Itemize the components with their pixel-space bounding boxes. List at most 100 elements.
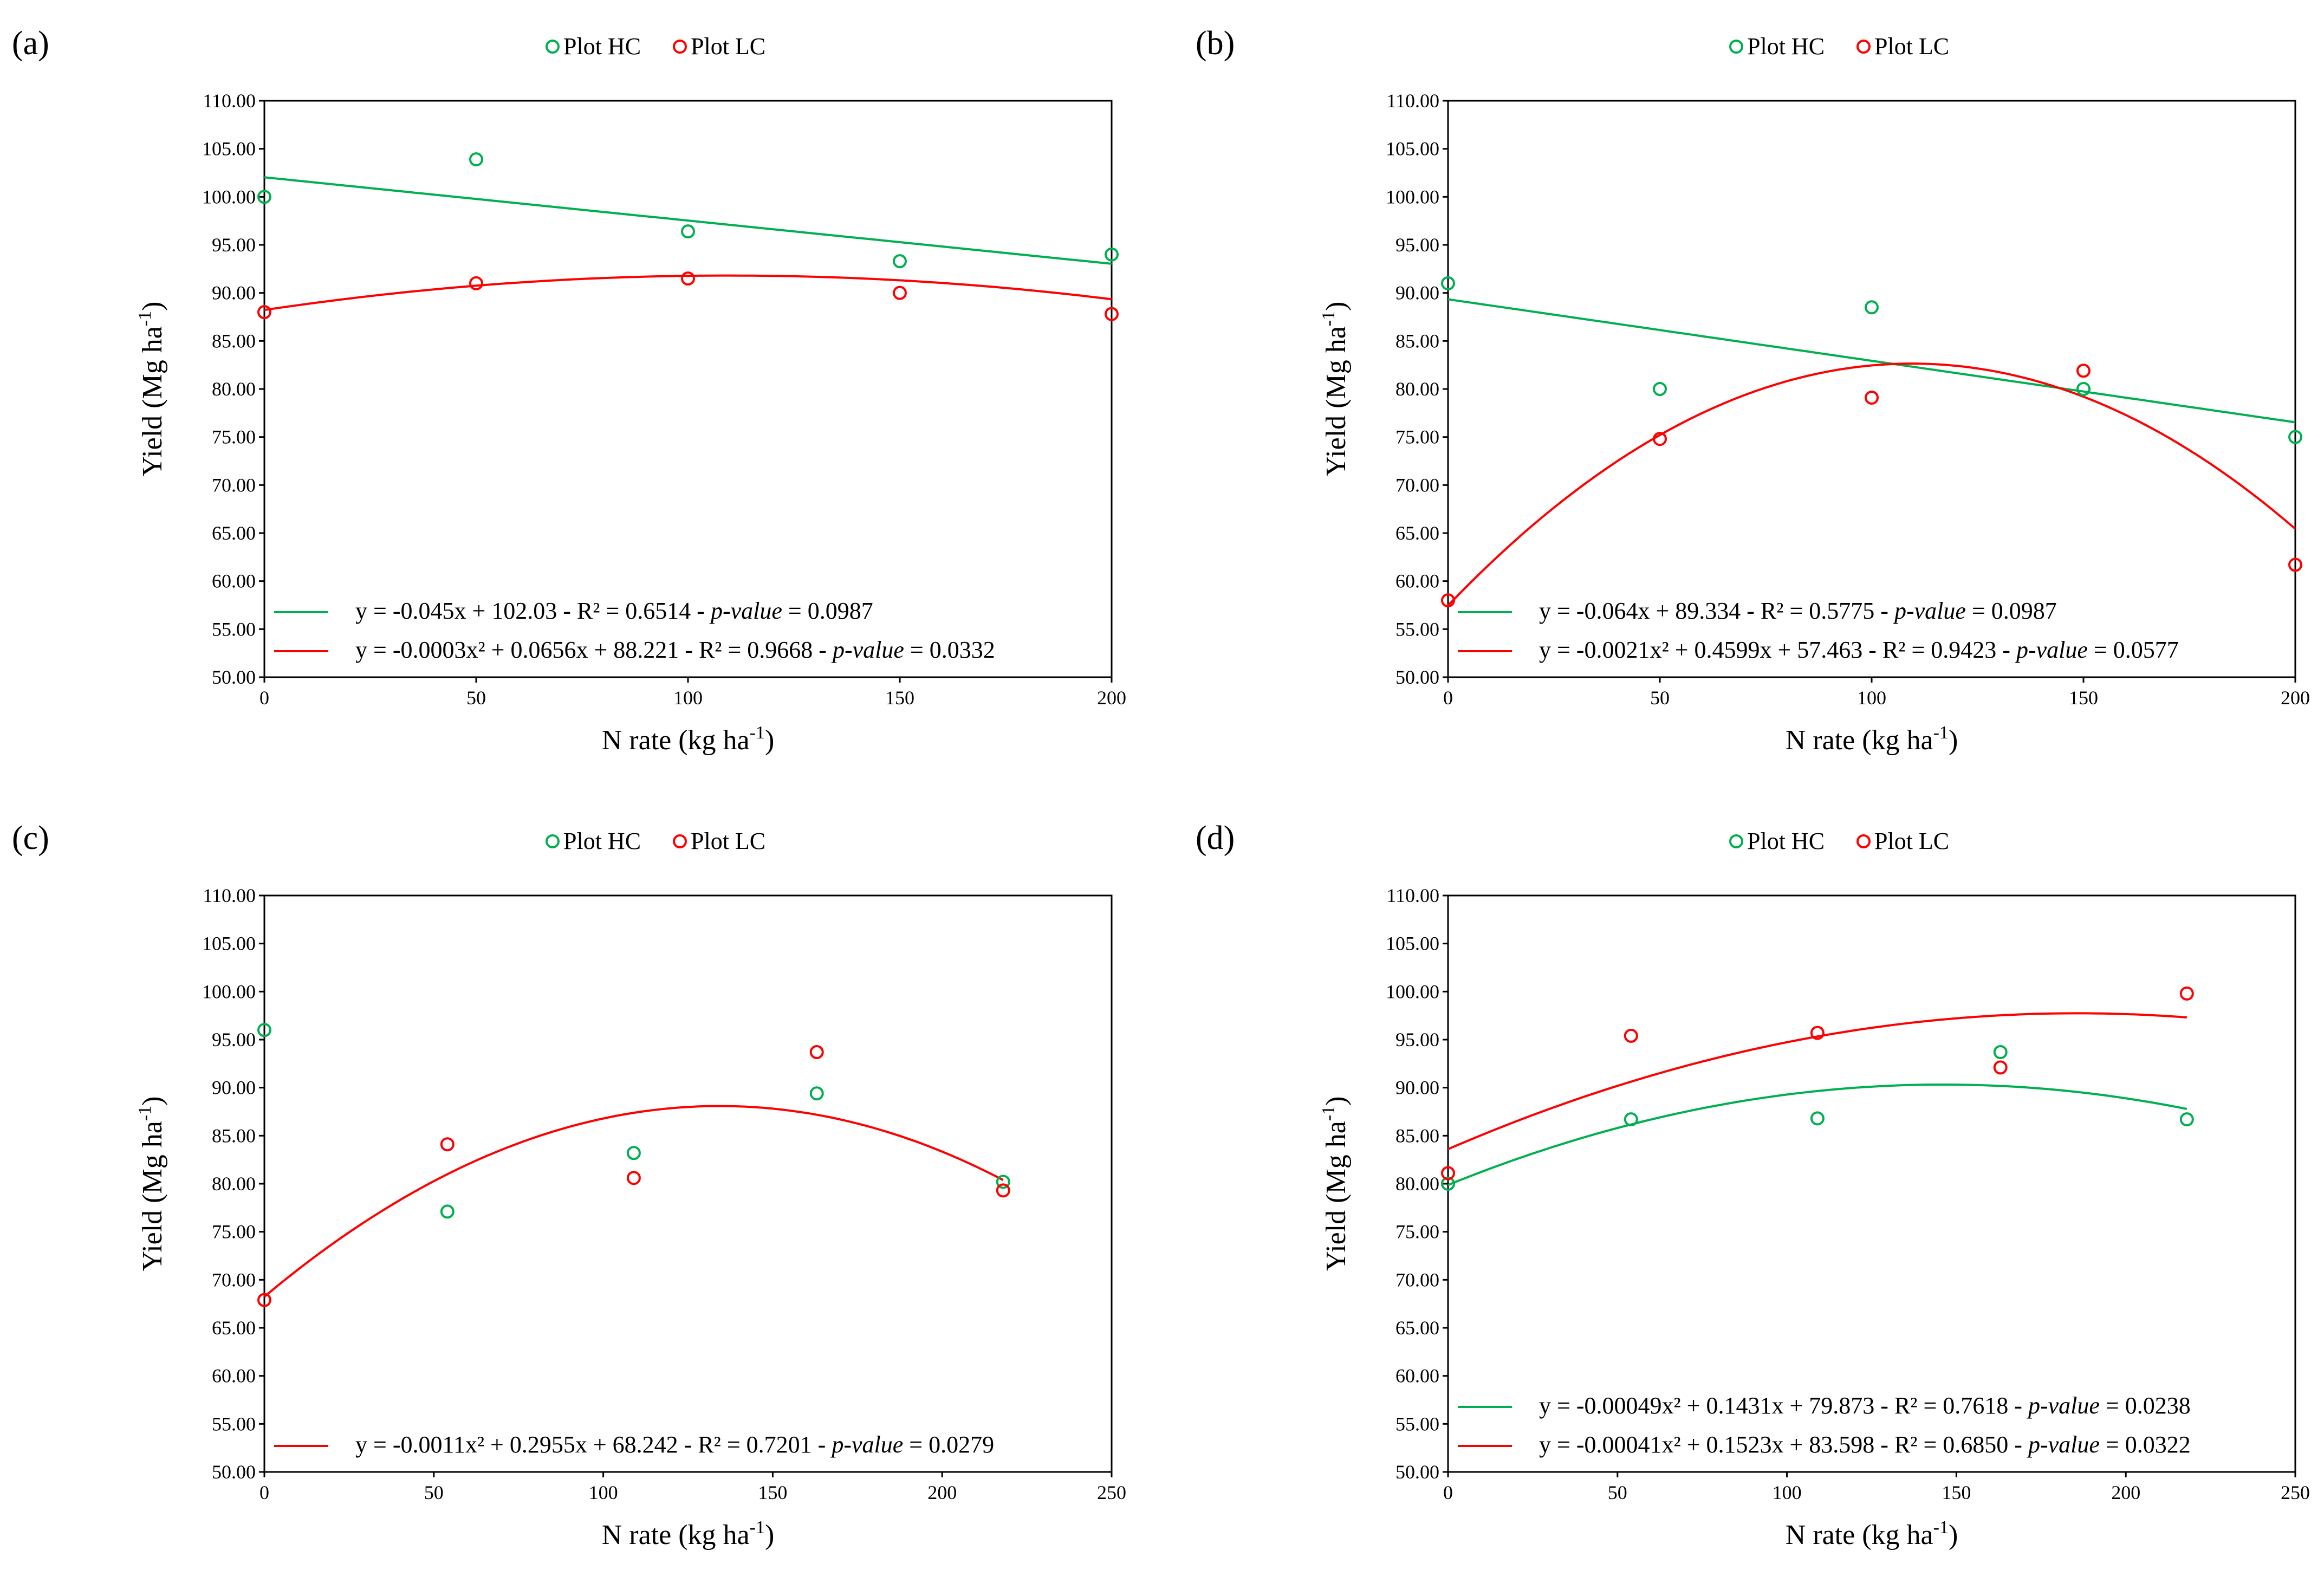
- x-tick-label: 150: [2069, 687, 2098, 709]
- equation-main: y = -0.0011x² + 0.2955x + 68.242 - R² = …: [355, 1431, 832, 1458]
- legend-label-lc: Plot LC: [1874, 828, 1949, 854]
- y-tick-label: 100.00: [202, 186, 256, 207]
- y-tick-label: 55.00: [212, 618, 256, 640]
- x-axis-title-sup: -1: [1933, 723, 1949, 743]
- y-tick-label: 50.00: [1395, 666, 1439, 688]
- x-tick-label: 150: [758, 1482, 787, 1503]
- x-tick-label: 50: [1608, 1482, 1627, 1503]
- y-tick-label: 110.00: [1386, 885, 1439, 906]
- legend-marker-lc: [673, 40, 687, 54]
- chart-panel-b: (b) Plot HC Plot LC 50.00 55.00 60.00 65.00 70.…: [1196, 25, 2310, 756]
- y-tick-label: 90.00: [1395, 1077, 1439, 1099]
- y-tick-label: 75.00: [1395, 1221, 1439, 1243]
- x-axis-title-sup: -1: [1933, 1517, 1949, 1537]
- y-tick-label: 60.00: [1395, 570, 1439, 592]
- x-axis-title-main: N rate (kg ha: [1786, 1520, 1933, 1550]
- y-tick-label: 110.00: [203, 90, 256, 112]
- trendline-equation-hc: y = -0.064x + 89.334 - R² = 0.5775 - p-v…: [1539, 598, 2057, 624]
- data-point-lc: [626, 1171, 641, 1185]
- equation-pvalue-label: p-value: [831, 637, 904, 663]
- legend-label-lc: Plot LC: [691, 33, 765, 60]
- trendline-lc: [263, 1105, 1004, 1298]
- panel-label: (b): [1196, 25, 1235, 62]
- equation-pvalue: = 0.0577: [2088, 637, 2179, 663]
- trendline-equation-lc: y = -0.0011x² + 0.2955x + 68.242 - R² = …: [355, 1431, 994, 1458]
- plot-area-frame: [1447, 894, 2296, 1473]
- equation-pvalue-label: p-value: [830, 1431, 903, 1458]
- legend-marker-lc: [1856, 40, 1871, 54]
- y-axis-title-close: ): [1321, 1097, 1352, 1106]
- data-point-lc: [2076, 364, 2091, 378]
- x-axis-title-close: ): [765, 725, 774, 756]
- x-tick-label: 200: [2281, 687, 2310, 709]
- y-axis-title-main: Yield (Mg ha: [1321, 326, 1352, 476]
- x-axis-title-close: ): [1949, 725, 1958, 756]
- trendline-equation-lc: y = -0.0003x² + 0.0656x + 88.221 - R² = …: [355, 637, 995, 663]
- trendline-equation-lc: y = -0.0021x² + 0.4599x + 57.463 - R² = …: [1539, 637, 2179, 663]
- legend-marker-lc: [1856, 834, 1871, 848]
- data-point-lc: [1441, 593, 1455, 608]
- x-tick-label: 250: [2281, 1482, 2310, 1503]
- panel-label: (a): [12, 25, 49, 62]
- y-tick-label: 65.00: [1395, 1317, 1439, 1339]
- data-point-lc: [681, 271, 695, 286]
- y-axis-title-sup: -1: [135, 311, 155, 326]
- x-tick-label: 150: [1942, 1482, 1971, 1503]
- x-axis-title-close: ): [1949, 1520, 1958, 1550]
- data-point-lc: [469, 276, 483, 290]
- y-axis-title-main: Yield (Mg ha: [137, 1121, 168, 1271]
- equation-pvalue: = 0.0987: [782, 598, 873, 624]
- equation-main: y = -0.045x + 102.03 - R² = 0.6514 -: [355, 598, 711, 624]
- data-point-lc: [1624, 1028, 1638, 1043]
- y-tick-label: 85.00: [1395, 330, 1439, 352]
- data-point-hc: [1993, 1045, 2008, 1060]
- trendline-hc: [264, 176, 1112, 265]
- y-axis-title: Yield (Mg ha-1): [135, 302, 168, 477]
- y-axis-title-close: ): [137, 302, 168, 311]
- data-point-hc: [2179, 1112, 2194, 1127]
- x-tick-label: 100: [673, 687, 703, 709]
- data-point-hc: [1624, 1112, 1638, 1127]
- x-tick-label: 100: [1857, 687, 1886, 709]
- y-tick-label: 75.00: [212, 426, 256, 448]
- panel-label: (c): [12, 820, 49, 857]
- y-tick-label: 90.00: [212, 282, 256, 304]
- x-tick-label: 100: [589, 1482, 618, 1503]
- y-tick-label: 60.00: [1395, 1365, 1439, 1387]
- y-tick-label: 105.00: [1386, 933, 1439, 955]
- data-point-lc: [257, 305, 271, 320]
- y-tick-label: 75.00: [212, 1221, 256, 1243]
- data-point-lc: [1865, 390, 1879, 405]
- y-tick-label: 100.00: [1386, 186, 1439, 207]
- y-axis-title: Yield (Mg ha-1): [1319, 1097, 1352, 1271]
- y-tick-label: 80.00: [212, 378, 256, 400]
- data-point-hc: [893, 254, 907, 269]
- y-tick-label: 80.00: [1395, 378, 1439, 400]
- data-point-hc: [809, 1086, 824, 1101]
- legend-marker-hc: [546, 834, 560, 848]
- x-axis-title-sup: -1: [750, 723, 765, 743]
- y-axis-title-close: ): [1321, 302, 1352, 311]
- y-tick-label: 90.00: [212, 1077, 256, 1099]
- x-tick-label: 200: [927, 1482, 957, 1503]
- data-point-lc: [1105, 307, 1119, 321]
- data-point-lc: [1810, 1026, 1825, 1040]
- x-axis-title: N rate (kg ha-1): [602, 723, 775, 756]
- x-axis-title-sup: -1: [750, 1517, 765, 1537]
- equation-pvalue-label: p-value: [709, 598, 782, 624]
- chart-panel-d: (d) Plot HC Plot LC 50.00 55.00 60.00 65.00 70.…: [1196, 820, 2310, 1550]
- data-point-hc: [626, 1146, 641, 1160]
- y-tick-label: 95.00: [1395, 234, 1439, 256]
- plot-area-frame: [263, 894, 1113, 1473]
- trendline-equation-hc: y = -0.045x + 102.03 - R² = 0.6514 - p-v…: [355, 598, 873, 624]
- data-point-lc: [440, 1137, 455, 1152]
- data-point-lc: [1653, 432, 1667, 446]
- data-point-hc: [1810, 1111, 1825, 1126]
- y-tick-label: 70.00: [212, 1269, 256, 1290]
- data-point-hc: [257, 190, 271, 204]
- y-tick-label: 60.00: [212, 1365, 256, 1387]
- y-axis-title-sup: -1: [135, 1106, 155, 1121]
- data-point-lc: [996, 1183, 1010, 1198]
- data-point-hc: [469, 152, 483, 167]
- chart-panel-a: (a) Plot HC Plot LC 50.00 55.00 60.00 65.00 70.…: [12, 25, 1126, 756]
